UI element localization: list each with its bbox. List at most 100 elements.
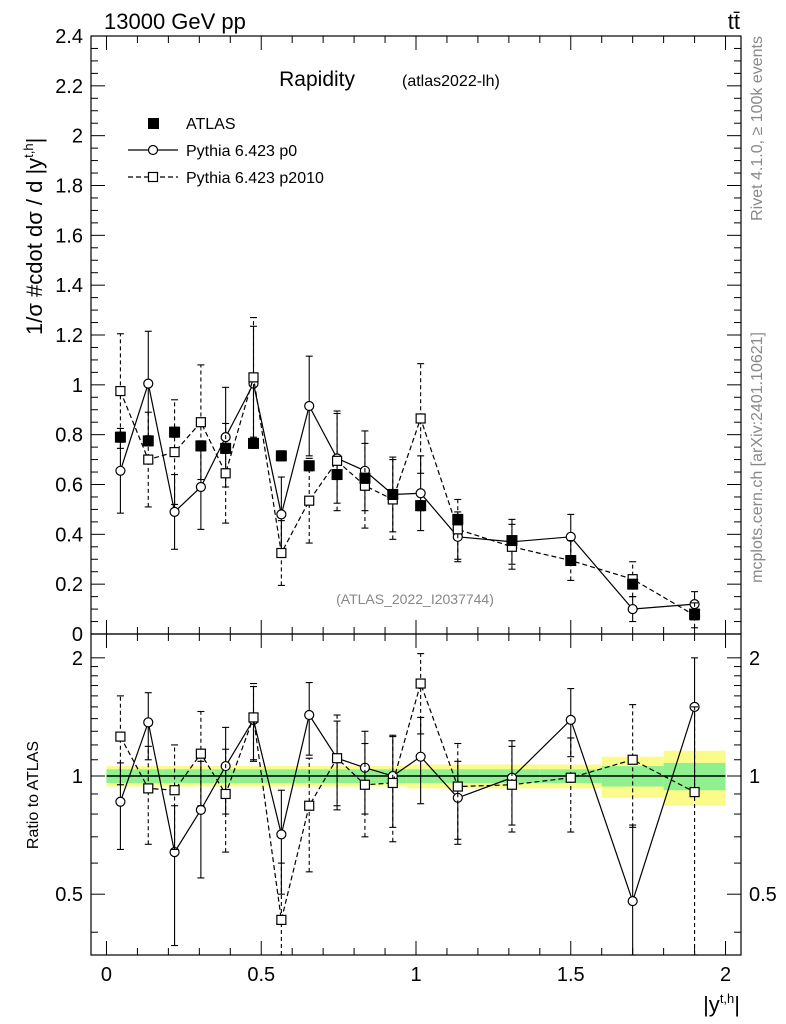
point-atlas [452,513,464,525]
ratio-series-pythia-6-423-p0 [115,657,700,956]
main-ytick-label: 1.8 [55,176,83,198]
point-pythia-6-423-p2010 [248,372,259,383]
ratio-point-pythia-6-423-p2010 [415,678,426,689]
point-pythia-6-423-p0 [115,465,126,476]
point-atlas [169,426,181,438]
ratio-point-pythia-6-423-p2010 [359,779,371,790]
ratio-point-pythia-6-423-p2010 [304,800,315,811]
point-pythia-6-423-p0 [415,488,426,499]
legend-marker-p2010 [147,171,159,183]
main-ytick-label: 2.4 [55,26,83,48]
legend-entry-p0: Pythia 6.423 p0 [128,143,297,160]
point-atlas [506,535,518,547]
ratio-point-pythia-6-423-p0 [565,714,576,725]
ratio-point-pythia-6-423-p2010 [248,712,259,723]
ratio-point-pythia-6-423-p2010 [506,779,518,790]
xtick-label: 1 [410,964,421,986]
point-atlas [114,431,126,443]
point-pythia-6-423-p0 [143,378,154,389]
point-atlas [627,578,639,590]
legend-marker-atlas [148,118,159,129]
process-label: tt̄ [728,9,740,34]
main-y-axis-title-end: | [22,138,47,144]
ratio-point-pythia-6-423-p2010 [169,785,180,796]
point-atlas [248,437,259,449]
ratio-series-layer [115,653,700,956]
analysis-watermark: (ATLAS_2022_I2037744) [336,591,494,607]
ratio-point-pythia-6-423-p2010 [565,772,576,783]
series-line-pythia-6-423-p2010 [119,377,695,616]
main-ytick-label: 2.2 [55,76,83,98]
point-pythia-6-423-p2010 [220,468,231,479]
point-atlas [689,608,701,620]
ratio-point-pythia-6-423-p0 [276,829,287,840]
main-y-axis-title: 1/σ #cdot dσ / d |yt,h| [21,138,47,335]
main-ticks: 0.2 0.4 0.6 0.8 1 1.2 1.4 1.6 1.8 2 2.2 2.4 0 [55,26,741,646]
legend-entry-atlas: ATLAS [148,116,236,133]
ratio-point-pythia-6-423-p0 [115,796,126,807]
ratio-plot-frame [90,633,742,956]
main-ytick-label: 0.2 [55,574,83,596]
ratio-point-pythia-6-423-p2010 [195,748,206,759]
point-pythia-6-423-p2010 [169,447,180,458]
point-atlas [195,440,207,452]
point-pythia-6-423-p2010 [415,413,426,424]
main-ytick-label-zero: 0 [72,624,83,646]
point-atlas [387,488,399,500]
series-pythia-6-423-p2010 [115,317,700,629]
main-y-axis-title-sup: t,h [21,143,36,157]
ratio-point-pythia-6-423-p0 [195,804,206,815]
x-axis-title-end: | [734,992,740,1017]
point-pythia-6-423-p2010 [304,495,315,506]
chart-title: Rapidity [279,68,355,91]
main-ytick-label: 0.8 [55,425,83,447]
point-pythia-6-423-p2010 [276,547,287,559]
series-line-pythia-6-423-p0 [119,381,695,610]
ratio-ytick-label: 2 [72,648,83,670]
main-ytick-label: 1 [72,375,83,397]
ratio-ytick-label: 1 [72,766,83,788]
point-pythia-6-423-p0 [195,481,206,493]
xtick-label: 1.5 [557,964,585,986]
point-pythia-6-423-p0 [565,531,576,542]
ratio-point-pythia-6-423-p0 [143,717,154,728]
main-ytick-label: 0.6 [55,475,83,497]
point-pythia-6-423-p2010 [331,455,343,466]
ratio-line-pythia-6-423-p0 [119,706,696,904]
point-atlas [331,469,343,481]
main-ytick-label: 1.2 [55,325,83,347]
legend-label-p2010: Pythia 6.423 p2010 [186,170,324,187]
main-ytick-label: 2 [72,126,83,148]
x-axis-title-main: |y [703,992,720,1017]
point-pythia-6-423-p0 [169,506,180,518]
point-atlas [220,442,232,454]
point-atlas [275,450,287,462]
ratio-point-pythia-6-423-p2010 [220,788,231,800]
legend: ATLAS Pythia 6.423 p0 Pythia 6.423 p2010 [128,116,324,187]
ratio-plot-panel: 0.5 0.5 1 1 2 2 0 0.5 1 1.5 2 Ratio to ATLAS |yt,h… [25,633,777,1017]
ratio-line-pythia-6-423-p2010 [119,681,695,921]
ratio-ticks: 0.5 0.5 1 1 2 2 0 0.5 1 1.5 2 [55,634,777,986]
legend-label-atlas: ATLAS [186,116,236,133]
point-pythia-6-423-p0 [627,603,638,615]
point-pythia-6-423-p0 [304,400,315,412]
ratio-point-pythia-6-423-p0 [627,896,638,907]
ratio-point-pythia-6-423-p2010 [452,781,463,792]
main-y-axis-title-main: 1/σ #cdot dσ / d |y [22,158,47,335]
point-atlas [565,554,577,566]
ratio-point-pythia-6-423-p2010 [143,783,154,794]
ratio-point-pythia-6-423-p0 [304,709,315,721]
ratio-point-pythia-6-423-p2010 [387,777,398,789]
main-series-layer [114,317,701,629]
point-pythia-6-423-p2010 [195,417,206,428]
legend-entry-p2010: Pythia 6.423 p2010 [128,170,324,187]
point-pythia-6-423-p2010 [115,385,126,397]
rivet-version-label: Rivet 4.1.0, ≥ 100k events [749,36,766,221]
point-atlas [303,460,315,472]
ratio-ytick-label: 0.5 [55,884,83,906]
ratio-ytick-label-right: 2 [749,648,760,670]
main-ytick-label: 0.4 [55,524,83,546]
x-axis-title-sup: t,h [720,991,734,1006]
series-pythia-6-423-p0 [115,325,700,623]
